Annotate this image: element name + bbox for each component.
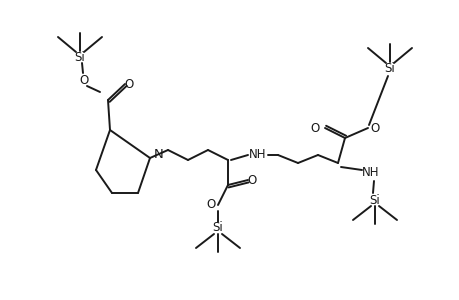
- Text: NH: NH: [249, 148, 266, 161]
- Text: Si: Si: [74, 50, 85, 64]
- Text: Si: Si: [384, 61, 395, 74]
- Text: Si: Si: [212, 221, 223, 235]
- Text: O: O: [124, 77, 133, 91]
- Text: O: O: [369, 122, 378, 134]
- Text: N: N: [154, 148, 163, 161]
- Text: Si: Si: [369, 194, 380, 206]
- Text: O: O: [206, 199, 216, 212]
- Text: O: O: [310, 122, 319, 134]
- Text: NH: NH: [361, 167, 379, 179]
- Text: O: O: [247, 173, 256, 187]
- Text: O: O: [79, 74, 89, 86]
